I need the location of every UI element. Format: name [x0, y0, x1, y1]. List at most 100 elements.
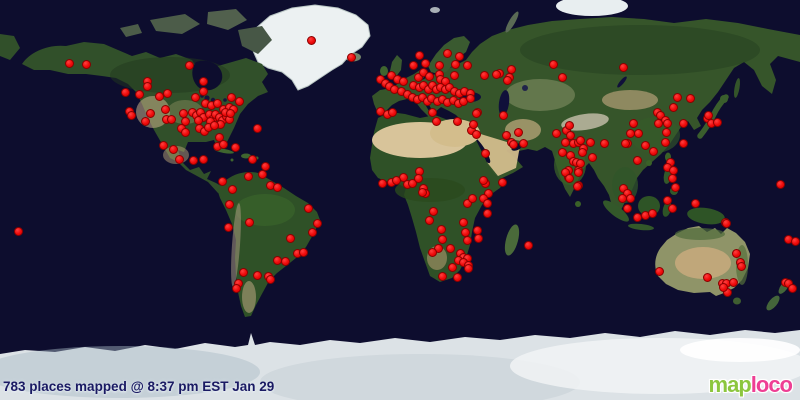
- siberia-wrap: [0, 34, 20, 60]
- logo-map-text: map: [708, 372, 752, 397]
- visitor-dot: [718, 282, 728, 292]
- visitor-dot: [575, 158, 585, 168]
- visitor-dot: [312, 218, 322, 228]
- visitor-dot: [465, 93, 475, 103]
- visitor-dot: [272, 182, 282, 192]
- lake-baikal: [617, 76, 627, 88]
- visitor-dot: [622, 203, 632, 213]
- tasmania: [733, 297, 741, 305]
- visitor-dot: [428, 206, 438, 216]
- visitor-dot: [190, 92, 200, 102]
- outback-desert: [675, 247, 731, 279]
- visitor-dot: [442, 48, 452, 58]
- visitor-dot: [244, 217, 254, 227]
- baffin-island: [238, 26, 272, 54]
- visitor-dot: [653, 118, 663, 128]
- visitor-dot: [585, 137, 595, 147]
- visitor-dot: [620, 138, 630, 148]
- visitor-dot: [436, 224, 446, 234]
- visitor-dot: [587, 152, 597, 162]
- visitor-dot: [424, 71, 434, 81]
- visitor-dot: [174, 154, 184, 164]
- visitor-dot: [209, 120, 219, 130]
- visitor-dot: [413, 173, 423, 183]
- ireland: [380, 66, 388, 76]
- visitor-dot: [573, 167, 583, 177]
- visitor-dot: [501, 130, 511, 140]
- visitor-dot: [787, 283, 797, 293]
- visitor-dot: [414, 50, 424, 60]
- visitor-dot: [703, 110, 713, 120]
- visitor-dot: [513, 127, 523, 137]
- visitor-dot: [188, 155, 198, 165]
- visitor-dot: [306, 35, 316, 45]
- visitor-dot: [731, 248, 741, 258]
- visitor-dot: [81, 59, 91, 69]
- visitor-dot: [198, 154, 208, 164]
- visitor-dot: [498, 110, 508, 120]
- visitor-dot: [407, 178, 417, 188]
- visitor-dot: [445, 243, 455, 253]
- visitor-dot: [482, 208, 492, 218]
- visitor-dot: [408, 60, 418, 70]
- visitor-dot: [468, 119, 478, 129]
- maploco-logo[interactable]: maploco: [708, 372, 793, 398]
- visitor-dot: [417, 187, 427, 197]
- visitor-dot: [728, 277, 738, 287]
- caspian-sea: [498, 90, 510, 116]
- visitor-dot: [257, 169, 267, 179]
- visitor-dot: [126, 110, 136, 120]
- visitor-dot: [377, 178, 387, 188]
- visitor-dot: [434, 60, 444, 70]
- sumatra: [603, 200, 629, 222]
- visitor-dot: [667, 203, 677, 213]
- visitor-dot: [462, 60, 472, 70]
- visitor-dot: [557, 72, 567, 82]
- visitor-dot: [712, 117, 722, 127]
- visitor-dot: [668, 102, 678, 112]
- visitor-dot: [564, 120, 574, 130]
- visitor-dot: [721, 218, 731, 228]
- visitor-dot: [625, 193, 635, 203]
- visitor-dot: [227, 184, 237, 194]
- visitor-dot: [142, 81, 152, 91]
- visitor-dot: [346, 52, 356, 62]
- visitor-dot: [575, 135, 585, 145]
- visitor-dot: [447, 262, 457, 272]
- visitor-dot: [238, 267, 248, 277]
- visitor-dot: [633, 128, 643, 138]
- visitor-dot: [452, 272, 462, 282]
- visitor-dot: [667, 173, 677, 183]
- visitor-dot: [497, 177, 507, 187]
- madagascar: [504, 224, 520, 256]
- visitor-dot: [424, 215, 434, 225]
- visitor-dot: [234, 96, 244, 106]
- visitor-dot: [632, 155, 642, 165]
- visitor-dot: [471, 129, 481, 139]
- visitor-dot: [231, 283, 241, 293]
- visitor-dot: [431, 116, 441, 126]
- visitor-dot: [482, 198, 492, 208]
- visitor-dot: [690, 198, 700, 208]
- visitor-dot: [427, 247, 437, 257]
- visitor-dot: [736, 261, 746, 271]
- visitor-dot: [437, 234, 447, 244]
- visitor-dot: [648, 146, 658, 156]
- visitor-dot: [437, 271, 447, 281]
- visitor-dot: [307, 227, 317, 237]
- visitor-dot: [226, 92, 236, 102]
- visitor-dot: [647, 208, 657, 218]
- visitor-dot: [670, 182, 680, 192]
- visitor-dot: [483, 188, 493, 198]
- visitor-dot: [790, 236, 800, 246]
- visitor-dot: [775, 179, 785, 189]
- visitor-dot: [662, 118, 672, 128]
- visitor-dot: [685, 93, 695, 103]
- visitor-dot: [162, 88, 172, 98]
- visitor-dot: [280, 256, 290, 266]
- visitor-dot: [140, 116, 150, 126]
- new-zealand-south: [766, 295, 780, 311]
- visitor-dot: [508, 139, 518, 149]
